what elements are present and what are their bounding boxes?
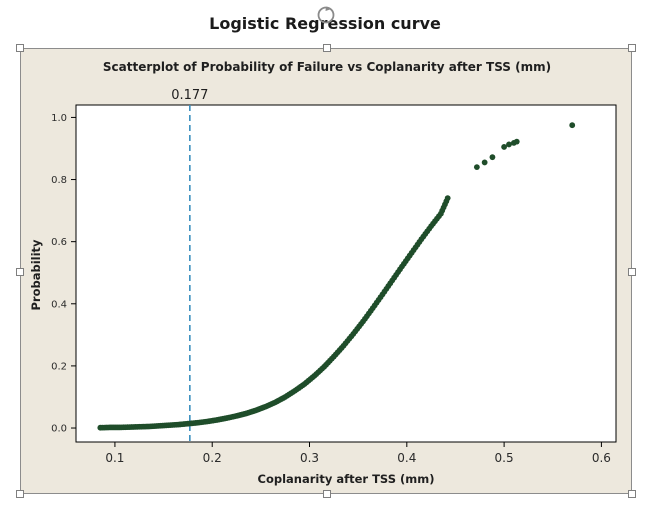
resize-handle-top-right[interactable]: [628, 44, 636, 52]
x-tick-label: 0.2: [203, 451, 222, 465]
y-axis: 0.0 0.2 0.4 0.6 0.8 1.0: [51, 113, 76, 435]
x-tick-label: 0.6: [592, 451, 611, 465]
plot-area: [75, 104, 617, 443]
data-point: [506, 141, 512, 148]
y-tick-label: 1.0: [51, 113, 67, 124]
y-tick-label: 0.2: [51, 361, 67, 372]
resize-handle-top-left[interactable]: [16, 44, 24, 52]
data-point: [489, 154, 496, 161]
data-point: [444, 195, 451, 202]
chart-title: Scatterplot of Probability of Failure vs…: [103, 60, 551, 74]
resize-handle-bottom-left[interactable]: [16, 490, 24, 498]
reference-line-group: 0.177: [171, 88, 208, 442]
x-tick-label: 0.5: [495, 451, 514, 465]
y-tick-label: 0.0: [51, 424, 67, 435]
scatter-chart: Scatterplot of Probability of Failure vs…: [29, 60, 617, 486]
y-tick-label: 0.8: [51, 175, 67, 186]
data-points: [97, 122, 576, 431]
y-tick-label: 0.6: [51, 237, 67, 248]
x-axis-label: Coplanarity after TSS (mm): [258, 472, 435, 486]
chart-frame[interactable]: Scatterplot of Probability of Failure vs…: [16, 44, 636, 498]
y-axis-label: Probability: [29, 239, 43, 311]
resize-handle-top[interactable]: [323, 44, 331, 52]
data-point: [569, 122, 576, 129]
data-point: [501, 144, 508, 150]
data-point: [473, 164, 480, 171]
x-tick-label: 0.1: [105, 451, 124, 465]
x-axis: 0.1 0.2 0.3 0.4 0.5 0.6: [105, 442, 611, 465]
resize-handle-left[interactable]: [16, 268, 24, 276]
resize-handle-right[interactable]: [628, 268, 636, 276]
y-tick-label: 0.4: [51, 299, 67, 310]
reference-line-label: 0.177: [171, 88, 208, 103]
data-point: [481, 159, 488, 166]
x-tick-label: 0.4: [397, 451, 416, 465]
resize-handle-bottom[interactable]: [323, 490, 331, 498]
page-title: Logistic Regression curve: [209, 14, 441, 33]
rotate-handle-icon[interactable]: [315, 4, 337, 26]
x-tick-label: 0.3: [300, 451, 319, 465]
data-point: [513, 138, 520, 145]
resize-handle-bottom-right[interactable]: [628, 490, 636, 498]
